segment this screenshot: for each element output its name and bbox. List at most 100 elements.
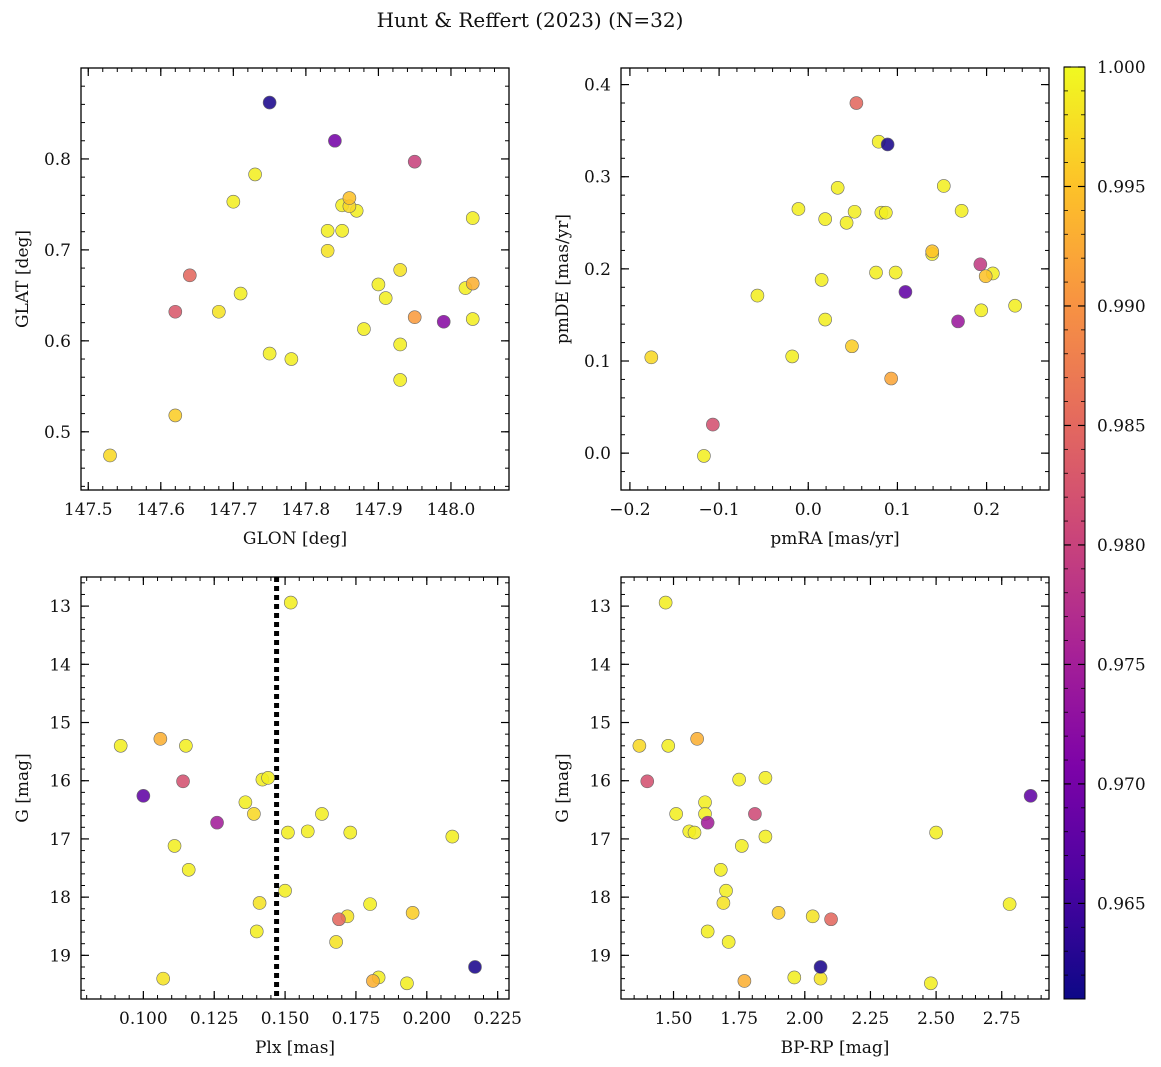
x-tick-label: 0.150 bbox=[261, 1009, 310, 1029]
data-point bbox=[212, 304, 226, 319]
data-point bbox=[640, 774, 655, 789]
data-point bbox=[644, 350, 659, 365]
x-tick-label: 0.175 bbox=[332, 1009, 381, 1029]
y-tick-label: 17 bbox=[49, 830, 71, 850]
data-point bbox=[183, 268, 197, 283]
x-tick-label: 2.75 bbox=[983, 1009, 1021, 1029]
data-point bbox=[839, 215, 854, 230]
x-axis-label: Plx [mas] bbox=[255, 1038, 335, 1058]
data-point bbox=[168, 304, 183, 319]
colorbar-tick-label: 1.000 bbox=[1097, 58, 1146, 78]
plot-frame bbox=[620, 576, 1050, 1000]
data-point bbox=[249, 924, 264, 939]
y-tick-label: 14 bbox=[589, 655, 611, 675]
y-tick-label: 19 bbox=[49, 946, 71, 966]
x-tick-label: 147.8 bbox=[282, 500, 331, 520]
data-point bbox=[335, 223, 349, 238]
data-point bbox=[363, 897, 377, 911]
y-tick-label: 18 bbox=[49, 888, 71, 908]
data-point bbox=[366, 974, 380, 988]
data-point bbox=[954, 204, 969, 218]
data-point bbox=[732, 772, 746, 787]
data-point bbox=[465, 312, 480, 326]
x-tick-label: 1.50 bbox=[655, 1009, 693, 1029]
x-tick-label: −0.2 bbox=[609, 500, 650, 520]
data-point bbox=[393, 263, 407, 277]
data-point bbox=[300, 824, 315, 839]
data-point bbox=[669, 807, 683, 821]
data-point bbox=[734, 839, 749, 853]
data-point bbox=[814, 273, 829, 287]
data-point bbox=[884, 371, 898, 386]
y-tick-label: 17 bbox=[589, 830, 611, 850]
panel-pmra-pmde: −0.2 −0.1 0.0 0.1 0.2 0.0 0.1 0.2 0.3 0.4 pmRA [ma… bbox=[553, 67, 1050, 549]
colorbar-tick-label: 0.985 bbox=[1097, 416, 1146, 436]
y-tick-label: 0.1 bbox=[584, 352, 611, 372]
x-tick-label: 147.9 bbox=[354, 500, 403, 520]
data-point bbox=[156, 971, 170, 986]
data-point bbox=[167, 839, 182, 853]
data-point bbox=[181, 862, 196, 877]
data-point bbox=[1002, 897, 1017, 911]
data-point bbox=[758, 829, 773, 844]
x-tick-label: 2.50 bbox=[917, 1009, 955, 1029]
plot-frame bbox=[80, 576, 510, 1000]
panel-bprp-gmag: 1.50 1.75 2.00 2.25 2.50 2.75 13 14 15 16 17 18 19 BP… bbox=[553, 576, 1050, 1058]
data-point bbox=[407, 154, 422, 169]
data-point bbox=[632, 738, 647, 753]
x-tick-label: 0.100 bbox=[119, 1009, 168, 1029]
data-point bbox=[700, 924, 715, 939]
y-tick-label: 0.5 bbox=[44, 423, 71, 443]
data-point bbox=[468, 960, 482, 974]
data-point bbox=[978, 269, 993, 284]
panel-glon-glat: 147.5 147.6 147.7 147.8 147.9 148.0 0.5 0.6 0.7 0… bbox=[13, 67, 510, 549]
x-tick-label: 0.1 bbox=[884, 500, 911, 520]
data-point bbox=[785, 349, 800, 364]
data-point bbox=[973, 257, 988, 272]
data-point bbox=[238, 795, 253, 810]
data-point bbox=[378, 291, 393, 305]
colorbar: 1.000 0.995 0.990 0.985 0.980 0.975 0.970 0.965 bbox=[1063, 58, 1146, 1000]
data-point bbox=[407, 310, 422, 324]
data-point bbox=[700, 815, 715, 830]
data-point bbox=[405, 906, 420, 920]
data-point bbox=[393, 373, 407, 387]
data-point bbox=[226, 194, 241, 209]
colorbar-tick-label: 0.965 bbox=[1097, 894, 1146, 914]
data-point bbox=[371, 277, 386, 292]
data-point bbox=[343, 825, 358, 840]
data-point bbox=[103, 448, 117, 463]
data-point bbox=[233, 286, 248, 301]
data-point bbox=[737, 974, 752, 988]
data-point bbox=[813, 971, 828, 986]
data-point bbox=[824, 912, 838, 927]
x-axis-label: pmRA [mas/yr] bbox=[770, 529, 899, 549]
data-point bbox=[847, 204, 862, 219]
data-point bbox=[750, 288, 765, 303]
colorbar-tick-label: 0.980 bbox=[1097, 536, 1146, 556]
data-point bbox=[247, 807, 261, 821]
data-point bbox=[805, 909, 820, 924]
data-point bbox=[248, 167, 262, 182]
x-tick-label: 1.75 bbox=[720, 1009, 758, 1029]
x-tick-label: 147.5 bbox=[64, 500, 113, 520]
x-tick-label: 0.2 bbox=[973, 500, 1000, 520]
y-tick-label: 15 bbox=[49, 714, 71, 734]
data-point bbox=[698, 795, 712, 810]
data-point bbox=[283, 595, 298, 610]
colorbar-tick-label: 0.975 bbox=[1097, 655, 1146, 675]
data-point bbox=[690, 732, 704, 746]
data-point bbox=[716, 896, 731, 910]
y-tick-label: 0.4 bbox=[584, 76, 611, 96]
x-tick-label: 148.0 bbox=[427, 500, 476, 520]
x-axis-label: GLON [deg] bbox=[243, 529, 347, 549]
x-tick-label: 147.6 bbox=[136, 500, 185, 520]
data-point bbox=[278, 883, 292, 898]
data-point bbox=[687, 825, 702, 840]
data-point bbox=[936, 179, 951, 193]
data-point bbox=[898, 285, 913, 299]
plot-frame bbox=[620, 67, 1050, 491]
data-point bbox=[281, 825, 295, 840]
data-point bbox=[879, 205, 893, 220]
